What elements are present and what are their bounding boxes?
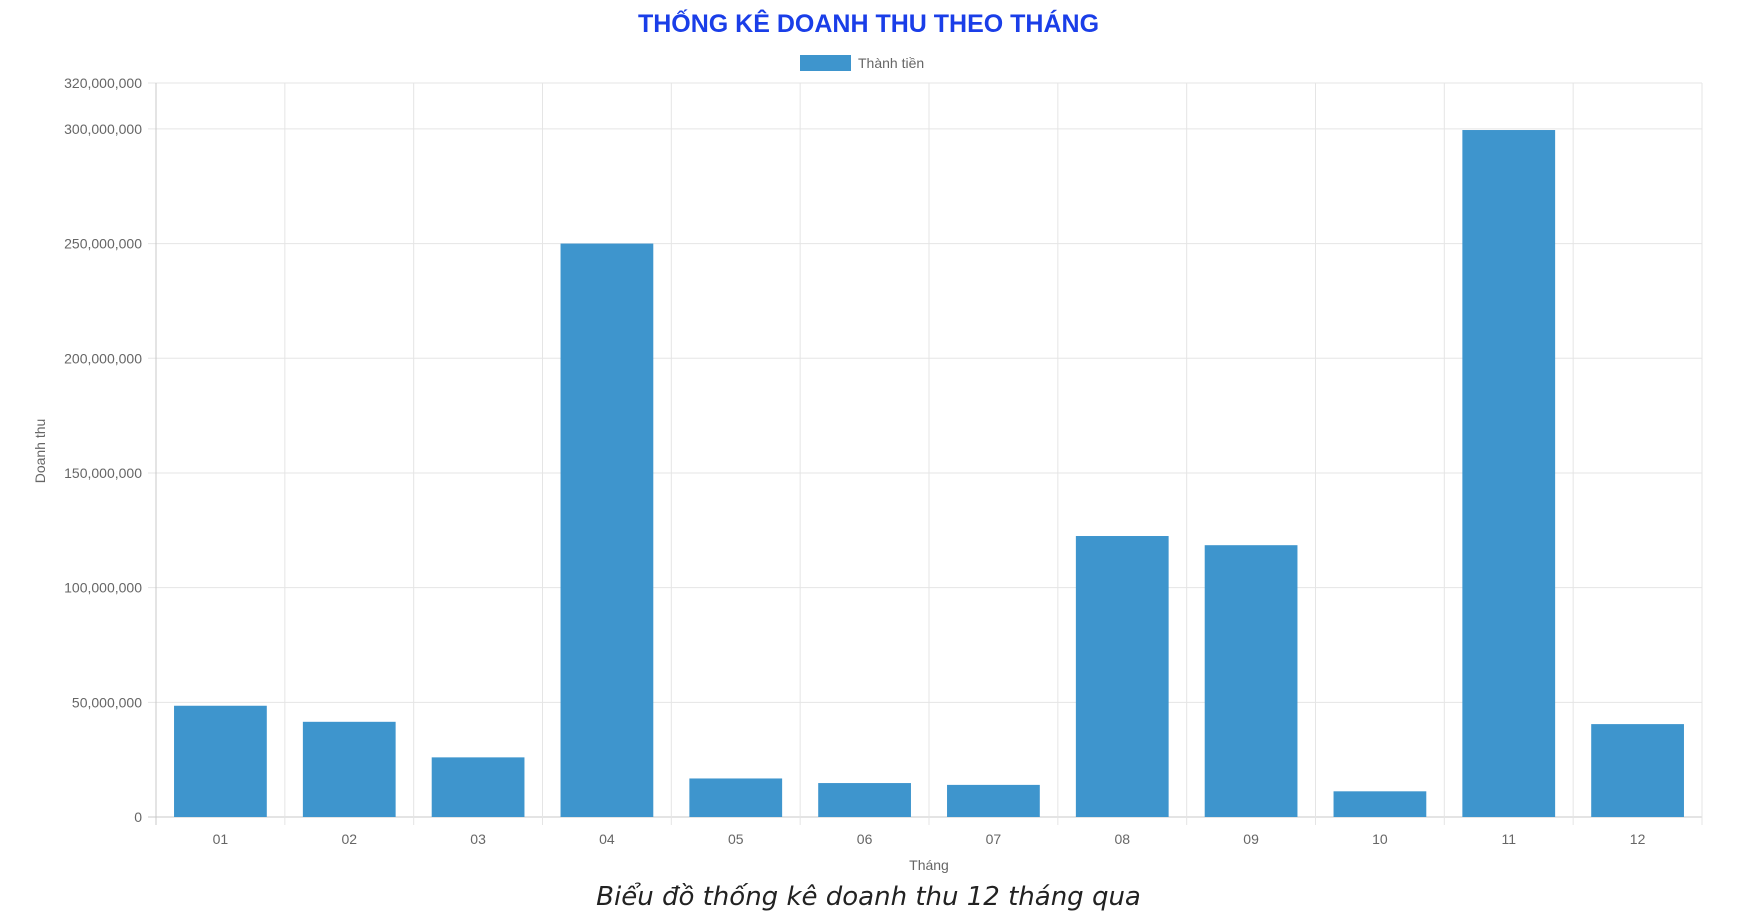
bar-01[interactable] [174,705,267,817]
x-tick-label: 10 [1372,831,1388,847]
bar-11[interactable] [1462,130,1556,818]
x-tick-label: 01 [213,831,229,847]
x-tick-label: 03 [470,831,486,847]
x-tick-label: 09 [1243,831,1259,847]
tick-labels: 0 50,000,000 100,000,000 150,000,000 200,000… [64,75,1645,847]
bars [174,130,1684,818]
x-tick-label: 08 [1114,831,1130,847]
y-tick-label: 300,000,000 [64,121,142,137]
x-axis-title: Tháng [909,857,949,873]
x-tick-label: 07 [986,831,1002,847]
x-tick-label: 05 [728,831,744,847]
y-tick-label: 0 [134,809,142,825]
chart-caption: Biểu đồ thống kê doanh thu 12 tháng qua [596,882,1141,912]
y-tick-label: 150,000,000 [64,465,142,481]
bar-03[interactable] [431,757,525,817]
bar-08[interactable] [1075,536,1169,817]
y-tick-label: 320,000,000 [64,75,142,91]
bar-05[interactable] [689,778,783,817]
y-tick-label: 100,000,000 [64,580,142,596]
x-tick-label: 04 [599,831,615,847]
y-axis-title: Doanh thu [32,419,48,484]
bar-06[interactable] [818,783,911,817]
bar-02[interactable] [302,721,396,817]
y-tick-label: 250,000,000 [64,236,142,252]
x-tick-label: 02 [341,831,357,847]
legend-swatch[interactable] [800,55,851,71]
bar-12[interactable] [1591,724,1684,817]
bar-04[interactable] [560,243,654,817]
x-tick-label: 11 [1501,831,1516,847]
x-tick-label: 12 [1630,831,1646,847]
grid-lines [148,82,1703,825]
chart-title: THỐNG KÊ DOANH THU THEO THÁNG [637,10,1100,38]
bar-10[interactable] [1333,791,1427,817]
legend[interactable]: Thành tiền [800,55,924,71]
bar-07[interactable] [947,784,1040,817]
bar-09[interactable] [1204,545,1298,817]
x-tick-label: 06 [857,831,873,847]
legend-label[interactable]: Thành tiền [858,55,924,71]
y-tick-label: 200,000,000 [64,350,142,366]
y-tick-label: 50,000,000 [72,694,142,710]
